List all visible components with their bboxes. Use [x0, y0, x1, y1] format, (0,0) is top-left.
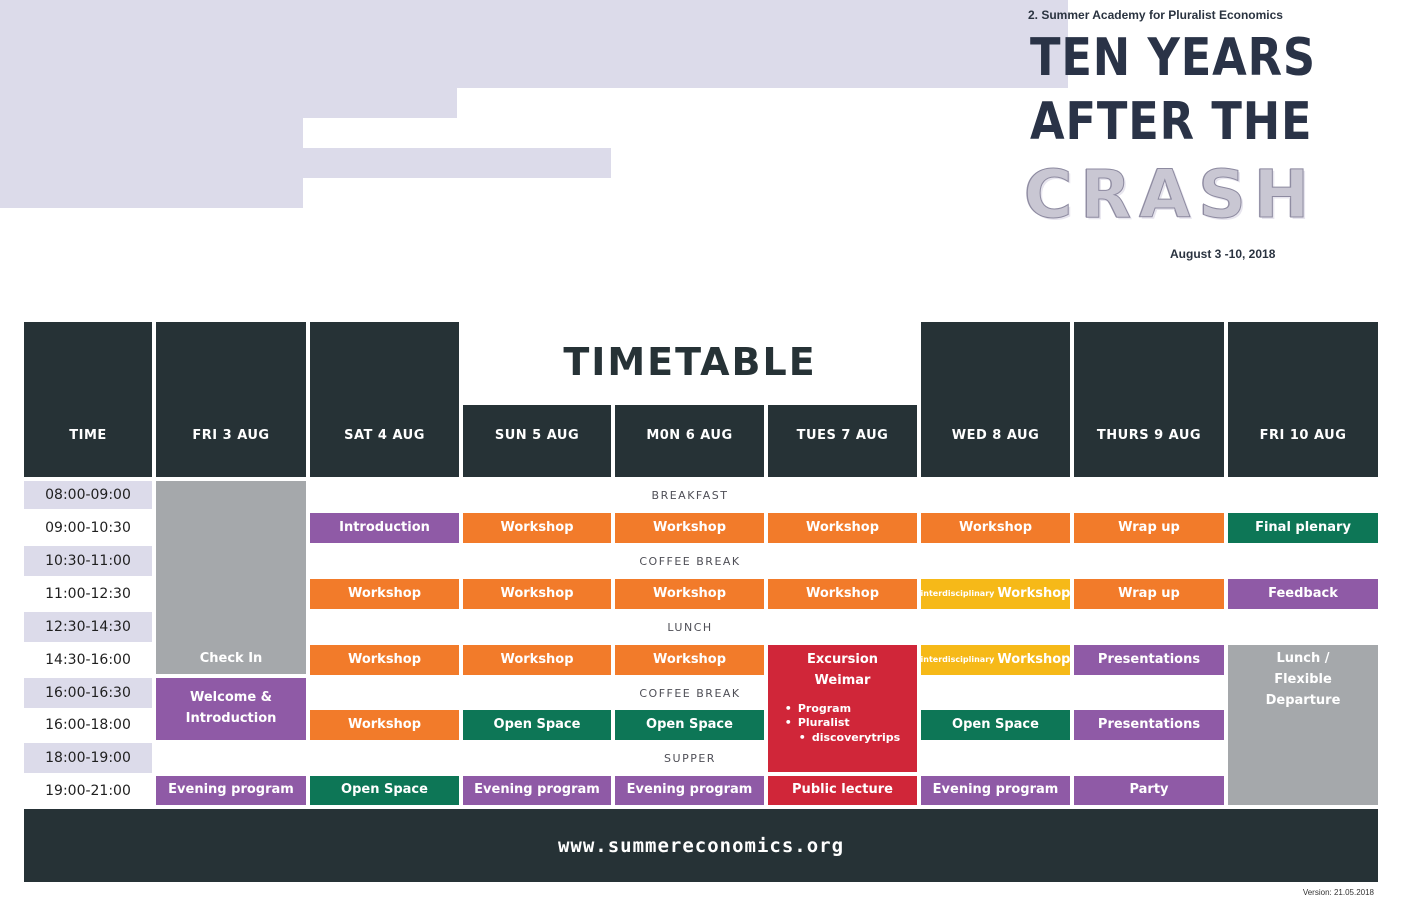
- event-workshop: Workshop: [768, 513, 917, 543]
- event-label: Departure: [1265, 692, 1341, 708]
- interdisciplinary-tag: interdisciplinary: [920, 654, 995, 664]
- event-label: Lunch /: [1276, 651, 1330, 666]
- title-crash: CRASH: [1023, 156, 1318, 234]
- header-mon-6: M0N 6 AUG: [615, 405, 764, 477]
- event-open-space: Open Space: [463, 710, 611, 740]
- supper-label: SUPPER: [664, 751, 716, 765]
- breakfast-label: BREAKFAST: [651, 488, 729, 502]
- time-slot: 09:00-10:30: [24, 513, 152, 543]
- event-evening-program: Evening program: [615, 776, 764, 805]
- time-slot: 19:00-21:00: [24, 776, 152, 806]
- event-label: Weimar: [814, 672, 871, 688]
- time-slot: 12:30-14:30: [24, 612, 152, 642]
- event-presentations: Presentations: [1074, 645, 1224, 675]
- event-workshop: Workshop: [463, 579, 611, 609]
- event-dates: August 3 -10, 2018: [1170, 247, 1276, 261]
- event-workshop: Workshop: [921, 513, 1070, 543]
- event-evening-program: Evening program: [921, 776, 1070, 805]
- time-slot: 10:30-11:00: [24, 546, 152, 576]
- event-workshop: Workshop: [615, 645, 764, 675]
- title-line-2: AFTER THE: [1030, 92, 1313, 152]
- footer-website[interactable]: www.summereconomics.org: [24, 809, 1378, 882]
- event-feedback: Feedback: [1228, 579, 1378, 609]
- header-thu-9: THURS 9 AUG: [1074, 322, 1224, 477]
- version-label: Version: 21.05.2018: [1302, 888, 1374, 897]
- title-line-1: TEN YEARS: [1030, 28, 1316, 88]
- excursion-list-item: Pluralist: [785, 716, 900, 731]
- time-slot: 11:00-12:30: [24, 579, 152, 609]
- excursion-list-item-continued: discoverytrips: [785, 731, 900, 746]
- event-lunch-flexible-departure: Lunch / Flexible Departure: [1228, 645, 1378, 805]
- excursion-list-item: Program: [785, 702, 900, 717]
- header-tue-7: TUES 7 AUG: [768, 405, 917, 477]
- breakfast-band: [0, 0, 1068, 28]
- event-workshop: Workshop: [310, 710, 459, 740]
- lunch-band: [0, 58, 1068, 88]
- event-interdisciplinary-workshop: interdisciplinary Workshop: [921, 579, 1070, 609]
- event-open-space: Open Space: [615, 710, 764, 740]
- header-time: TIME: [24, 322, 152, 477]
- time-slot: 16:00-16:30: [24, 678, 152, 708]
- event-label: Flexible: [1274, 671, 1332, 687]
- header-sat-4: SAT 4 AUG: [310, 322, 459, 477]
- event-label: Workshop: [997, 585, 1071, 601]
- coffee-break-2-band-right: [0, 118, 303, 148]
- event-label: Excursion: [806, 652, 879, 667]
- event-check-in: Check In: [156, 481, 306, 674]
- header-fri-10: FRI 10 AUG: [1228, 322, 1378, 477]
- academy-subtitle: 2. Summer Academy for Pluralist Economic…: [1028, 8, 1283, 22]
- event-label: Workshop: [997, 651, 1071, 667]
- coffee-break-2-label: COFFEE BREAK: [639, 686, 741, 700]
- event-open-space: Open Space: [921, 710, 1070, 740]
- event-label: discoverytrips: [811, 731, 901, 745]
- header-sun-5: SUN 5 AUG: [463, 405, 611, 477]
- time-slot: 18:00-19:00: [24, 743, 152, 773]
- event-label: Introduction: [185, 711, 277, 726]
- event-workshop: Workshop: [463, 645, 611, 675]
- coffee-break-label: COFFEE BREAK: [639, 554, 741, 568]
- event-welcome-introduction: Welcome & Introduction: [156, 678, 306, 740]
- event-open-space: Open Space: [310, 776, 459, 805]
- event-workshop: Workshop: [615, 513, 764, 543]
- header-fri-3: FRI 3 AUG: [156, 322, 306, 477]
- time-slot: 16:00-18:00: [24, 710, 152, 740]
- event-workshop: Workshop: [768, 579, 917, 609]
- interdisciplinary-tag: interdisciplinary: [920, 588, 995, 598]
- event-workshop: Workshop: [463, 513, 611, 543]
- event-presentations: Presentations: [1074, 710, 1224, 740]
- supper-band-right: [0, 178, 303, 208]
- event-workshop: Workshop: [615, 579, 764, 609]
- timetable-title: TIMETABLE: [563, 340, 817, 384]
- event-introduction: Introduction: [310, 513, 459, 543]
- excursion-list: Program Pluralist discoverytrips: [785, 702, 900, 747]
- event-party: Party: [1074, 776, 1224, 805]
- coffee-break-2-band: [0, 88, 457, 118]
- supper-band: [0, 148, 611, 178]
- event-final-plenary: Final plenary: [1228, 513, 1378, 543]
- time-slot: 08:00-09:00: [24, 481, 152, 509]
- coffee-break-band: [0, 28, 1068, 58]
- event-header: 2. Summer Academy for Pluralist Economic…: [1020, 4, 1315, 266]
- time-slot: 14:30-16:00: [24, 645, 152, 675]
- event-interdisciplinary-workshop: interdisciplinary Workshop: [921, 645, 1070, 675]
- lunch-label: LUNCH: [667, 620, 713, 634]
- header-wed-8: WED 8 AUG: [921, 322, 1070, 477]
- event-workshop: Workshop: [310, 645, 459, 675]
- event-public-lecture: Public lecture: [768, 776, 917, 805]
- event-wrap-up: Wrap up: [1074, 579, 1224, 609]
- event-evening-program: Evening program: [463, 776, 611, 805]
- event-evening-program: Evening program: [156, 776, 306, 805]
- event-workshop: Workshop: [310, 579, 459, 609]
- event-excursion-weimar: Excursion Weimar Program Pluralist disco…: [768, 645, 917, 772]
- event-wrap-up: Wrap up: [1074, 513, 1224, 543]
- event-label: Welcome &: [189, 690, 272, 706]
